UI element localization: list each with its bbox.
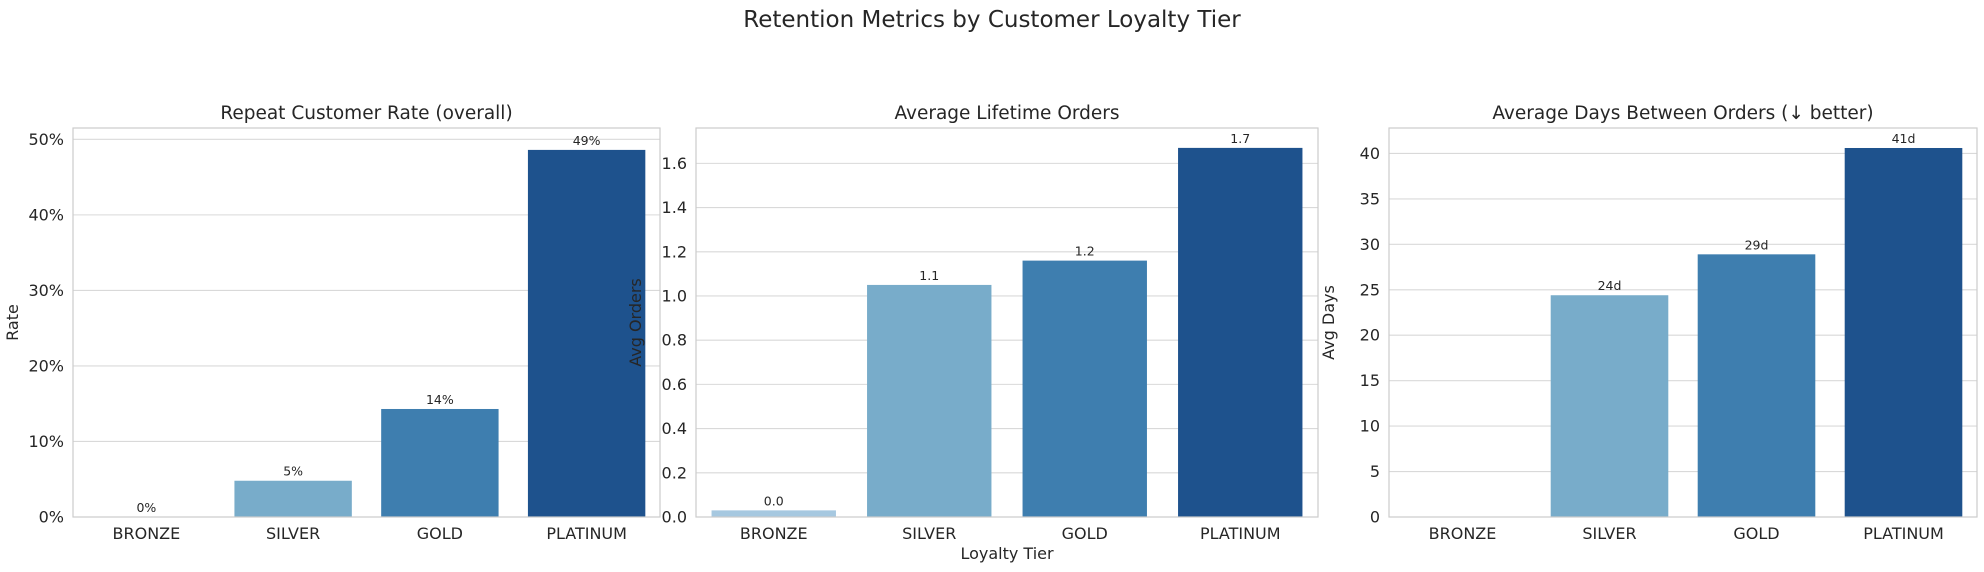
y-tick-label: 40%: [28, 205, 64, 224]
x-axis-label: Loyalty Tier: [960, 544, 1054, 563]
y-axis-label: Rate: [3, 304, 22, 341]
bar-gold: [1022, 260, 1147, 517]
panel-3: 0 5 10 15 20 25 30 35 40 BRONZE 24d SILVER 29d GOLD 41…: [1319, 103, 1978, 543]
panel-title: Repeat Customer Rate (overall): [220, 103, 512, 124]
bar-platinum: [1178, 147, 1303, 518]
x-tick-label: PLATINUM: [1863, 524, 1944, 543]
bar-gold: [381, 408, 499, 517]
x-tick-label: GOLD: [1062, 524, 1108, 543]
data-label: 0%: [136, 500, 156, 515]
x-tick-label: BRONZE: [1429, 524, 1497, 543]
y-tick-label: 0: [1370, 508, 1380, 527]
x-tick-label: PLATINUM: [546, 524, 627, 543]
panel-title: Average Days Between Orders (↓ better): [1492, 103, 1873, 124]
panel-2: 0.0 0.2 0.4 0.6 0.8 1.0 1.2 1.4 1.6 0.0 BRONZE 1.1 S…: [626, 103, 1319, 563]
y-tick-label: 30: [1360, 235, 1380, 254]
y-tick-label: 5: [1370, 462, 1380, 481]
y-axis-label: Avg Orders: [626, 278, 645, 367]
x-tick-label: BRONZE: [113, 524, 181, 543]
y-tick-label: 20: [1360, 326, 1380, 345]
plot-frame: [1388, 127, 1978, 518]
x-tick-label: PLATINUM: [1200, 524, 1281, 543]
panel-title: Average Lifetime Orders: [894, 103, 1119, 124]
data-label: 14%: [426, 392, 454, 407]
y-tick-label: 40: [1360, 144, 1380, 163]
y-tick-label: 1.6: [662, 154, 687, 173]
data-label: 1.2: [1075, 244, 1095, 259]
x-tick-label: SILVER: [902, 524, 956, 543]
bar-platinum: [527, 149, 646, 518]
panel-1: 0% 10% 20% 30% 40% 50% 0% BRONZE 5% SILVER 14% GOLD…: [3, 103, 661, 543]
bar-gold: [1697, 254, 1816, 517]
y-tick-label: 10%: [28, 432, 64, 451]
x-tick-label: GOLD: [417, 524, 463, 543]
data-label: 49%: [573, 133, 601, 148]
y-tick-label: 0.2: [662, 463, 687, 482]
y-tick-label: 15: [1360, 371, 1380, 390]
plot-frame: [695, 127, 1319, 518]
data-label: 1.7: [1230, 131, 1250, 146]
y-tick-label: 50%: [28, 130, 64, 149]
y-tick-label: 25: [1360, 280, 1380, 299]
plot-frame: [72, 127, 661, 518]
x-tick-label: SILVER: [266, 524, 320, 543]
y-tick-label: 30%: [28, 281, 64, 300]
y-tick-label: 0.8: [662, 331, 687, 350]
y-tick-label: 1.0: [662, 286, 687, 305]
y-tick-label: 10: [1360, 417, 1380, 436]
y-tick-label: 1.2: [662, 242, 687, 261]
y-tick-label: 35: [1360, 189, 1380, 208]
data-label: 5%: [283, 464, 303, 479]
x-tick-label: BRONZE: [740, 524, 808, 543]
figure-title: Retention Metrics by Customer Loyalty Ti…: [743, 7, 1241, 33]
bar-silver: [867, 284, 992, 517]
y-tick-label: 20%: [28, 356, 64, 375]
bar-silver: [234, 480, 352, 517]
data-label: 1.1: [919, 268, 939, 283]
y-tick-label: 0.0: [662, 508, 687, 527]
y-axis-label: Avg Days: [1319, 285, 1338, 360]
y-tick-label: 0%: [39, 508, 64, 527]
bar-platinum: [1844, 147, 1963, 517]
bar-silver: [1550, 295, 1669, 517]
x-tick-label: GOLD: [1733, 524, 1779, 543]
data-label: 24d: [1598, 278, 1622, 293]
y-tick-label: 0.4: [662, 419, 687, 438]
x-tick-label: SILVER: [1582, 524, 1636, 543]
data-label: 0.0: [764, 493, 784, 508]
y-tick-label: 1.4: [662, 198, 687, 217]
data-label: 41d: [1892, 131, 1916, 146]
y-tick-label: 0.6: [662, 375, 687, 394]
bar-bronze: [711, 510, 836, 517]
data-label: 29d: [1745, 237, 1769, 252]
